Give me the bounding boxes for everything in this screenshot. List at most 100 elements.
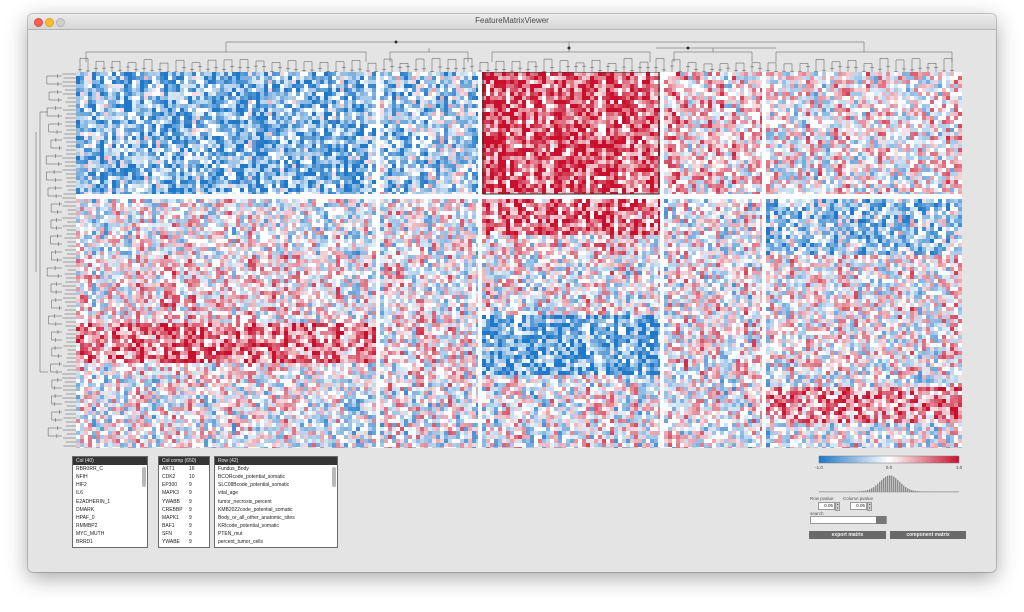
heatmap-cell [232,184,236,188]
heatmap-cell [200,243,204,247]
heatmap-cell [184,84,188,88]
heatmap-cell [256,160,260,164]
heatmap-cell [296,144,300,148]
heatmap-cell [304,92,308,96]
heatmap-cell [204,192,208,194]
heatmap-cell [116,435,120,439]
heatmap-cell [240,247,244,251]
heatmap-cell [164,160,168,164]
heatmap-cell [152,203,156,207]
heatmap-cell [284,96,288,100]
heatmap-cell [304,156,308,160]
heatmap-cell [188,168,192,172]
heatmap-cell [204,403,208,407]
heatmap-cell [88,383,92,387]
heatmap-cell [116,295,120,299]
heatmap-cell [76,144,80,148]
feature-heatmap[interactable] [76,72,962,448]
heatmap-cell [160,72,164,76]
heatmap-cell [148,259,152,263]
heatmap-cell [192,120,196,124]
heatmap-cell [140,152,144,156]
heatmap-cell [140,116,144,120]
heatmap-cell [164,295,168,299]
heatmap-cell [84,319,88,323]
heatmap-cell [104,315,108,319]
heatmap-cell [224,120,228,124]
heatmap-cell [304,184,308,188]
heatmap-cell [172,439,176,443]
heatmap-cell [240,96,244,100]
heatmap-cell [84,140,88,144]
heatmap-cell [76,192,80,194]
heatmap-cell [208,152,212,156]
heatmap-cell [340,76,344,80]
heatmap-cell [244,295,248,299]
minimize-window-button[interactable] [45,18,54,27]
heatmap-cell [240,331,244,335]
heatmap-cell [360,124,364,128]
heatmap-cell [188,311,192,315]
heatmap-cell [164,144,168,148]
heatmap-cell [252,128,256,132]
heatmap-cell [96,347,100,351]
heatmap-cell [272,164,276,168]
heatmap-cell [184,335,188,339]
heatmap-cell [188,423,192,427]
heatmap-cell [172,307,176,311]
heatmap-cell [144,132,148,136]
heatmap-cell [108,104,112,108]
heatmap-cell [144,231,148,235]
heatmap-cell [184,120,188,124]
heatmap-cell [232,299,236,303]
heatmap-cell [84,403,88,407]
heatmap-cell [168,243,172,247]
heatmap-cell [116,215,120,219]
heatmap-cell [108,279,112,283]
heatmap-cell [112,180,116,184]
heatmap-cell [324,136,328,140]
heatmap-cell [136,136,140,140]
heatmap-cell [240,227,244,231]
heatmap-cell [152,108,156,112]
heatmap-cell [164,287,168,291]
heatmap-cell [272,72,276,76]
heatmap-cell [244,215,248,219]
heatmap-cell [128,299,132,303]
heatmap-cell [96,355,100,359]
heatmap-cell [196,291,200,295]
heatmap-cell [264,156,268,160]
heatmap-cell [80,160,84,164]
heatmap-cell [164,227,168,231]
heatmap-cell [160,203,164,207]
maximize-window-button[interactable] [56,18,65,27]
heatmap-cell [112,116,116,120]
heatmap-cell [136,92,140,96]
heatmap-cell [184,136,188,140]
close-window-button[interactable] [34,18,43,27]
heatmap-cell [228,419,232,423]
heatmap-cell [164,371,168,375]
heatmap-cell [84,80,88,84]
heatmap-cell [288,152,292,156]
heatmap-cell [176,391,180,395]
heatmap-cell [108,243,112,247]
heatmap-cell [80,72,84,76]
heatmap-cell [252,184,256,188]
heatmap-cell [92,100,96,104]
heatmap-cell [88,251,92,255]
heatmap-cell [76,80,80,84]
heatmap-cell [228,343,232,347]
heatmap-cell [224,279,228,283]
heatmap-cell [316,184,320,188]
heatmap-cell [144,247,148,251]
heatmap-cell [324,116,328,120]
heatmap-cell [188,172,192,176]
heatmap-cell [272,80,276,84]
heatmap-cell [112,219,116,223]
heatmap-cell [172,343,176,347]
heatmap-cell [164,223,168,227]
heatmap-cell [172,136,176,140]
heatmap-cell [164,415,168,419]
heatmap-cell [200,227,204,231]
